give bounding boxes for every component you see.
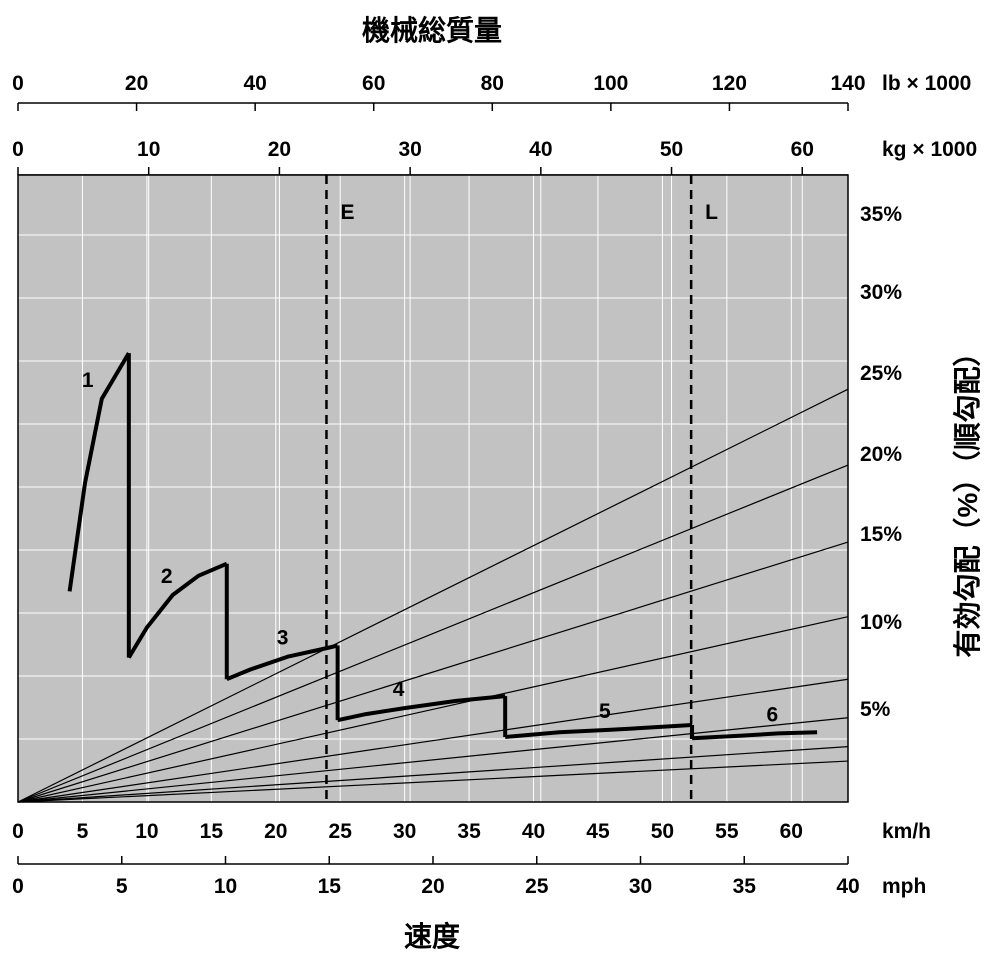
- grid-lines: [18, 175, 848, 802]
- mph-tick-label-5: 5: [116, 875, 128, 898]
- data-series: 1 2 3 4 5 6: [67, 352, 818, 741]
- mph-tick-label-25: 25: [525, 875, 549, 898]
- grade-lines: [17, 388, 849, 803]
- series-gear-4: [337, 694, 506, 723]
- kmh-tick-label-35: 35: [457, 820, 481, 843]
- kg-tick-label-20: 20: [268, 138, 291, 161]
- kg-tick-label-40: 40: [529, 138, 552, 161]
- kg-tick-label-30: 30: [398, 138, 421, 161]
- kmh-tick-label-5: 5: [77, 820, 89, 843]
- kg-tick-label-10: 10: [137, 138, 160, 161]
- lb-tick-label-40: 40: [243, 72, 266, 95]
- grade-line-0: [17, 746, 849, 803]
- kmh-tick-label-30: 30: [393, 820, 416, 843]
- grade-label-35: 35%: [860, 203, 902, 226]
- lb-tick-label-100: 100: [593, 72, 628, 95]
- mph-tick-label-30: 30: [629, 875, 652, 898]
- grade-line-5: [17, 760, 849, 803]
- bottom-axis-mph: 0 5 10 15 20 25 30 35 40 mph: [12, 856, 926, 898]
- series-label-4: 4: [393, 678, 405, 701]
- mph-tick-label-40: 40: [836, 875, 859, 898]
- grade-label-10: 10%: [860, 611, 902, 634]
- grade-line-10: [17, 717, 849, 803]
- grade-line-30: [17, 464, 849, 803]
- grade-label-15: 15%: [860, 523, 902, 546]
- top-axis-kg: 0 10 20 30 40 50 60 kg × 1000: [12, 138, 977, 176]
- lb-tick-label-0: 0: [12, 72, 24, 95]
- grade-line-35: [17, 388, 849, 803]
- mph-tick-label-35: 35: [733, 875, 757, 898]
- kg-unit: kg × 1000: [882, 138, 977, 161]
- series-label-6: 6: [767, 703, 779, 726]
- top-axis-lb: 0 20 40 60 80 100 120 140 lb × 1000: [12, 72, 971, 111]
- lb-tick-label-120: 120: [712, 72, 747, 95]
- series-label-5: 5: [599, 700, 611, 723]
- kmh-tick-label-60: 60: [780, 820, 803, 843]
- bottom-axis-kmh: 0 5 10 15 20 25 30 35 40 45 50 55 60 km/h: [12, 820, 931, 843]
- x-axis-label: 速度: [404, 921, 460, 952]
- kmh-tick-label-15: 15: [200, 820, 224, 843]
- marker-label-L: L: [705, 201, 718, 224]
- mph-tick-label-15: 15: [318, 875, 342, 898]
- kmh-tick-label-0: 0: [12, 820, 24, 843]
- series-gear-6: [691, 730, 818, 741]
- lb-unit: lb × 1000: [882, 72, 971, 95]
- kmh-tick-label-40: 40: [522, 820, 545, 843]
- grade-label-5: 5%: [860, 698, 891, 721]
- grade-line-25: [17, 541, 849, 803]
- series-label-1: 1: [82, 369, 94, 392]
- kmh-tick-label-45: 45: [586, 820, 610, 843]
- kg-tick-label-60: 60: [791, 138, 814, 161]
- lb-tick-label-140: 140: [830, 72, 865, 95]
- mph-tick-label-10: 10: [214, 875, 237, 898]
- mph-unit: mph: [882, 875, 926, 898]
- kmh-unit: km/h: [882, 820, 931, 843]
- lb-tick-label-60: 60: [362, 72, 385, 95]
- series-gear-1: [67, 352, 131, 592]
- grade-line-15: [17, 678, 849, 803]
- grade-label-20: 20%: [860, 443, 902, 466]
- grade-labels: 35% 30% 25% 20% 15% 10% 5%: [860, 203, 902, 721]
- lb-tick-label-80: 80: [481, 72, 504, 95]
- chart-title: 機械総質量: [362, 14, 502, 46]
- kmh-tick-label-10: 10: [135, 820, 158, 843]
- mph-tick-label-20: 20: [421, 875, 444, 898]
- kmh-tick-label-20: 20: [264, 820, 287, 843]
- series-gear-3: [226, 643, 339, 682]
- kmh-tick-label-50: 50: [651, 820, 674, 843]
- grade-label-25: 25%: [860, 362, 902, 385]
- kg-tick-label-50: 50: [660, 138, 683, 161]
- kmh-tick-label-55: 55: [715, 820, 739, 843]
- grade-line-20: [17, 616, 849, 803]
- mph-tick-label-0: 0: [12, 875, 24, 898]
- lb-tick-label-20: 20: [125, 72, 148, 95]
- series-label-2: 2: [161, 565, 173, 588]
- kg-tick-label-0: 0: [12, 138, 24, 161]
- grade-label-30: 30%: [860, 281, 902, 304]
- series-gear-5: [505, 723, 693, 739]
- series-gear-2: [127, 561, 228, 659]
- series-label-3: 3: [277, 626, 289, 649]
- kmh-tick-label-25: 25: [329, 820, 353, 843]
- y-axis-label: 有効勾配（%）（順勾配）: [951, 339, 983, 658]
- marker-label-E: E: [340, 201, 354, 224]
- plot-frame: [17, 174, 849, 803]
- plot-area: [18, 175, 848, 802]
